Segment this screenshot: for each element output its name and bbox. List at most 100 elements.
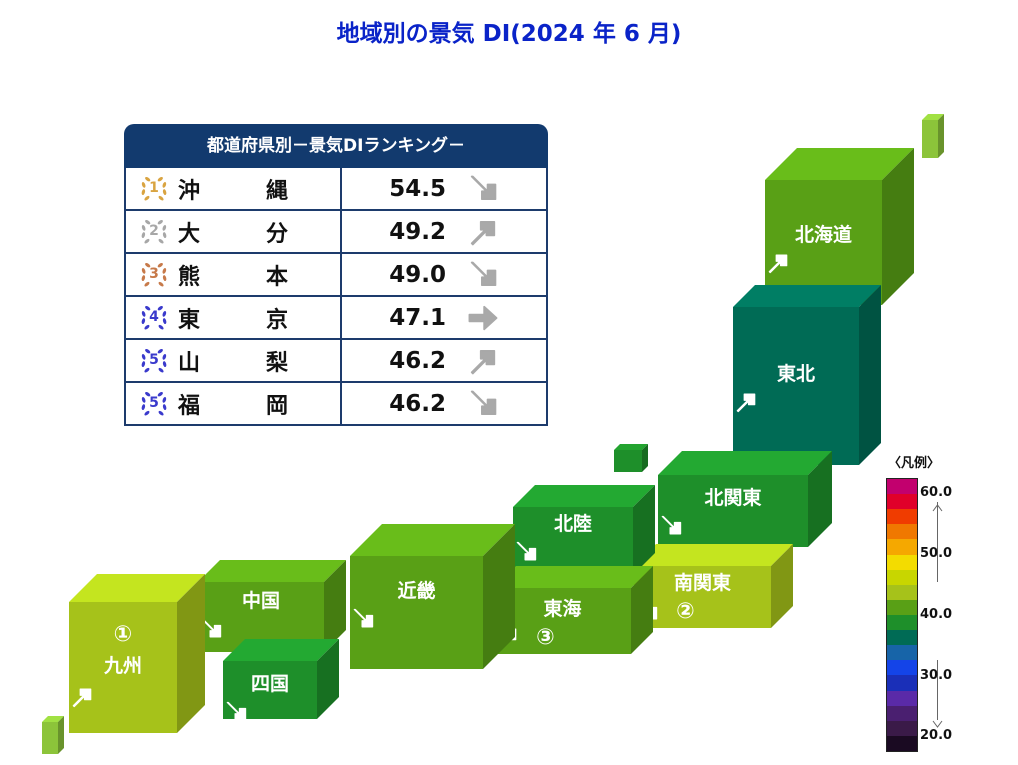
- trend-down-arrow-icon: [637, 598, 729, 624]
- region-label: 東北: [733, 359, 859, 386]
- trend-up-arrow-icon: [768, 250, 837, 276]
- di-value: 47.1: [389, 304, 446, 331]
- ranking-row: 3 熊本 49.0: [126, 252, 546, 295]
- ranking-prefecture-cell: 5 福 岡: [126, 383, 342, 424]
- legend-tick: 40.0: [920, 607, 953, 622]
- prefecture-name: 山梨: [178, 345, 288, 377]
- ranking-row: 5 福 岡 46.2: [126, 381, 546, 424]
- ranking-row: 2 大 分 49.2: [126, 209, 546, 252]
- region-label: 四国: [223, 669, 317, 696]
- prefecture-char: 大: [178, 221, 201, 247]
- ranking-prefecture-cell: 1 沖 縄: [126, 168, 342, 209]
- region-arrow-row: [223, 699, 317, 725]
- region-arrow-row: [69, 684, 177, 710]
- legend-tick: 30.0: [920, 668, 953, 683]
- prefecture-char: 分: [265, 221, 288, 247]
- rank-number: 2: [149, 222, 159, 239]
- trend-flat-arrow-icon: [466, 301, 500, 335]
- region-block-kitakanto: 北関東: [658, 451, 832, 547]
- ranking-header: 都道府県別－景気DIランキング－: [124, 124, 548, 168]
- region-rank-mark: ①: [113, 622, 133, 647]
- trend-down-arrow-icon: [226, 699, 283, 725]
- prefecture-char: 岡: [265, 393, 288, 419]
- legend-tick: 60.0: [920, 485, 953, 500]
- region-block-kinki: 近畿: [350, 524, 515, 669]
- region-label: 北海道: [765, 220, 882, 247]
- region-rank-mark: ③: [536, 624, 555, 650]
- legend-color-segment: [887, 479, 917, 495]
- region-block-tohoku: 東北: [733, 285, 881, 465]
- ranking-body: 1 沖縄 54.5 2 大分 49.2 3 熊本 49.0 4 東京 47.1 5 山梨 46.2 …: [124, 168, 548, 426]
- rank-medal-icon: 4: [134, 301, 174, 335]
- rank-number: 1: [149, 179, 159, 196]
- region-label: 南関東: [634, 568, 771, 595]
- legend-color-segment: [887, 720, 917, 736]
- trend-down-arrow-icon: [466, 387, 500, 421]
- rank-number: 4: [149, 308, 159, 325]
- trend-up-arrow-icon: [466, 215, 500, 249]
- rank-medal-icon: 5: [134, 387, 174, 421]
- ranking-row: 1 沖縄 54.5: [126, 168, 546, 209]
- ranking-table: 都道府県別－景気DIランキング－ 1 沖縄 54.5 2 大分 49.2 3 熊本 49.0…: [124, 124, 548, 426]
- trend-down-arrow-icon: [466, 172, 500, 206]
- ranking-row: 4 東京 47.1: [126, 295, 546, 338]
- di-value: 46.2: [389, 390, 446, 417]
- region-block-hokuriku: 北陸: [513, 485, 655, 575]
- rank-medal-icon: 1: [134, 172, 174, 206]
- prefecture-char: 京: [265, 307, 288, 333]
- legend-color-segment: [887, 614, 917, 631]
- prefecture-name: 熊本: [178, 259, 288, 291]
- region-block-shikoku: 四国: [223, 639, 339, 721]
- region-arrow-row: [658, 513, 808, 539]
- trend-down-arrow-icon: [353, 606, 430, 632]
- legend-color-segment: [887, 569, 917, 585]
- ranking-value-cell: 46.2: [342, 340, 546, 381]
- rank-number: 3: [149, 265, 159, 282]
- prefecture-char: 熊: [178, 264, 201, 290]
- rank-number: 5: [149, 394, 159, 411]
- rank-medal-icon: 3: [134, 258, 174, 292]
- region-name: 北海道: [794, 224, 852, 246]
- region-name: 九州: [103, 655, 142, 677]
- legend-color-segment: [887, 494, 917, 510]
- trend-up-arrow-icon: [72, 684, 136, 710]
- prefecture-char: 沖: [178, 178, 201, 204]
- prefecture-char: 縄: [265, 178, 288, 204]
- legend-color-segment: [887, 735, 917, 751]
- legend-tick: 20.0: [920, 728, 953, 743]
- region-name: 中国: [241, 590, 280, 612]
- prefecture-char: 本: [265, 264, 288, 290]
- region-name: 近畿: [397, 580, 436, 602]
- legend-up-arrowhead-icon: [932, 498, 943, 512]
- legend-down-arrowhead-icon: [932, 714, 943, 728]
- region-label: 東海: [494, 594, 631, 621]
- trend-down-arrow-icon: [466, 258, 500, 292]
- rank-medal-icon: 2: [134, 215, 174, 249]
- region-arrow-row: [733, 389, 859, 415]
- region-arrow-row: [765, 250, 882, 276]
- region-name: 北陸: [553, 513, 592, 535]
- prefecture-char: 福: [178, 393, 201, 419]
- trend-up-arrow-icon: [497, 624, 589, 650]
- prefecture-char: 東: [178, 307, 201, 333]
- legend-color-scale: [886, 478, 918, 752]
- region-arrow-row: [513, 539, 633, 565]
- region-label: 中国: [198, 586, 324, 613]
- legend-title: 〈凡例〉: [888, 456, 941, 471]
- prefecture-char: 山: [178, 350, 201, 376]
- prefecture-name: 東京: [178, 302, 288, 334]
- ranking-value-cell: 49.2: [342, 211, 546, 252]
- legend-color-segment: [887, 660, 917, 676]
- prefecture-char: 梨: [265, 350, 288, 376]
- legend-color-segment: [887, 690, 917, 706]
- region-block-hokkaido: 北海道: [765, 148, 914, 305]
- region-block-minamikanto: 南関東 ②: [634, 544, 793, 628]
- legend-color-segment: [887, 705, 917, 721]
- legend-color-segment: [887, 524, 917, 540]
- di-value: 49.2: [389, 218, 446, 245]
- page-title: 地域別の景気 DI(2024 年 6 月): [336, 21, 682, 47]
- ranking-value-cell: 49.0: [342, 254, 546, 295]
